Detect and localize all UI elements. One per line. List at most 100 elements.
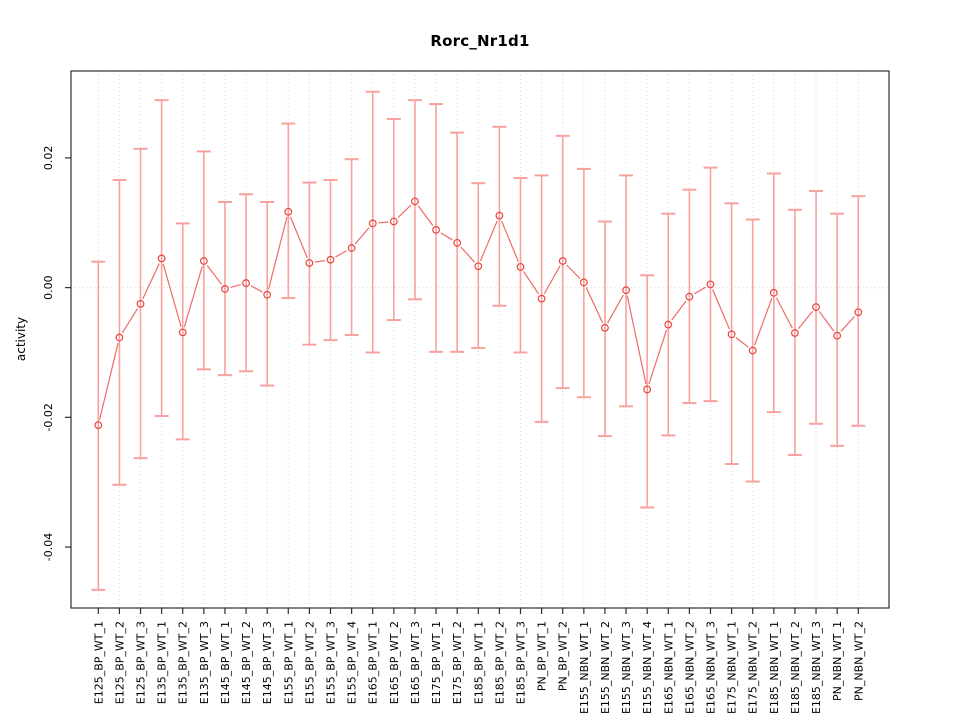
data-point [115,333,124,342]
series-segment [607,294,624,324]
x-tick-label: E185_NBN_WT_2 [789,621,802,714]
x-tick-label: PN_BP_WT_1 [536,621,549,691]
data-point [157,254,166,263]
x-tick-label: E165_BP_WT_3 [409,621,422,704]
data-point [622,286,630,295]
x-tick-label: E165_NBN_WT_1 [662,621,675,714]
data-point [411,197,419,206]
series-segment [289,216,308,259]
data-point [706,280,715,289]
x-tick-label: E155_BP_WT_3 [325,621,338,704]
x-tick-label: E155_NBN_WT_2 [599,621,612,714]
data-point [178,328,187,337]
x-tick-label: E155_NBN_WT_1 [578,621,591,714]
series-segment [460,246,475,263]
series-segment [671,300,687,321]
series-segment [378,221,389,224]
data-point [432,225,440,234]
x-tick-label: E165_BP_WT_1 [367,621,380,704]
x-tick-label: E145_BP_WT_1 [219,621,232,704]
series-segment [183,266,203,328]
data-point [305,259,314,267]
x-tick-label: PN_NBN_WT_1 [831,621,844,701]
series-segment [230,283,241,288]
series-segment [250,285,263,293]
x-tick-label: E145_BP_WT_3 [261,621,274,704]
x-tick-label: E185_BP_WT_3 [515,621,528,704]
data-point [347,244,356,252]
x-tick-label: E155_NBN_WT_4 [641,621,654,714]
x-tick-label: E155_BP_WT_1 [282,621,295,704]
data-point [791,329,799,337]
data-point [812,303,820,311]
x-tick-label: E165_NBN_WT_3 [704,621,717,714]
series-segment [440,232,453,241]
x-tick-label: E165_BP_WT_2 [388,621,401,704]
data-point [221,285,229,293]
data-point [664,320,673,329]
series-segment [99,342,119,420]
x-tick-label: E135_BP_WT_3 [198,621,211,704]
series-segment [162,263,182,328]
series-segment [354,227,370,245]
x-tick-label: E175_BP_WT_2 [451,621,464,704]
series-segment [267,217,288,290]
data-point [854,308,863,317]
series-segment [543,265,561,295]
x-tick-label: E145_BP_WT_2 [240,621,253,704]
data-point [516,262,525,271]
data-point [453,238,462,247]
x-tick-label: E185_NBN_WT_1 [768,621,781,714]
x-tick-label: E165_NBN_WT_2 [683,621,696,714]
data-point [537,294,546,303]
series-segment [648,329,668,385]
series-segment [735,337,749,348]
data-point [242,279,250,287]
series-segment [754,297,773,346]
series-segment [712,289,730,330]
data-point [727,330,736,339]
series-segment [818,311,835,332]
data-point [368,219,377,228]
series-segment [775,297,793,329]
data-point [579,278,588,287]
x-tick-label: E185_BP_WT_1 [472,621,485,704]
series-segment [626,295,647,385]
x-tick-label: E175_NBN_WT_1 [726,621,739,714]
data-point [558,257,567,265]
data-point [685,292,694,301]
data-point [769,288,778,297]
x-tick-label: PN_NBN_WT_2 [852,621,865,701]
x-tick-label: E155_BP_WT_2 [303,621,316,704]
series-segment [523,271,540,295]
data-point [601,323,609,332]
data-point [326,255,335,264]
y-tick-label: -0.02 [42,403,55,431]
data-point [136,299,145,308]
series-segment [121,308,139,334]
data-point [389,217,398,226]
x-tick-label: E125_BP_WT_3 [135,621,148,704]
data-point [199,257,208,265]
y-tick-label: -0.04 [42,533,55,561]
y-tick-label: 0.02 [42,146,55,171]
x-tick-label: PN_BP_WT_2 [557,621,570,691]
data-point [495,211,504,220]
x-tick-label: E175_BP_WT_1 [430,621,443,704]
plot-border [70,70,890,609]
x-tick-label: E155_NBN_WT_3 [620,621,633,714]
series-segment [142,263,160,300]
series-segment [585,287,604,324]
series-segment [417,205,434,226]
data-point [263,290,272,299]
x-tick-label: E175_NBN_WT_2 [747,621,760,714]
series-segment [206,265,223,285]
x-tick-label: E125_BP_WT_2 [113,621,126,704]
data-point [474,262,483,271]
series-segment [840,316,855,332]
y-tick-label: 0.00 [42,275,55,300]
series-segment [397,204,412,219]
x-tick-label: E135_BP_WT_1 [156,621,169,704]
